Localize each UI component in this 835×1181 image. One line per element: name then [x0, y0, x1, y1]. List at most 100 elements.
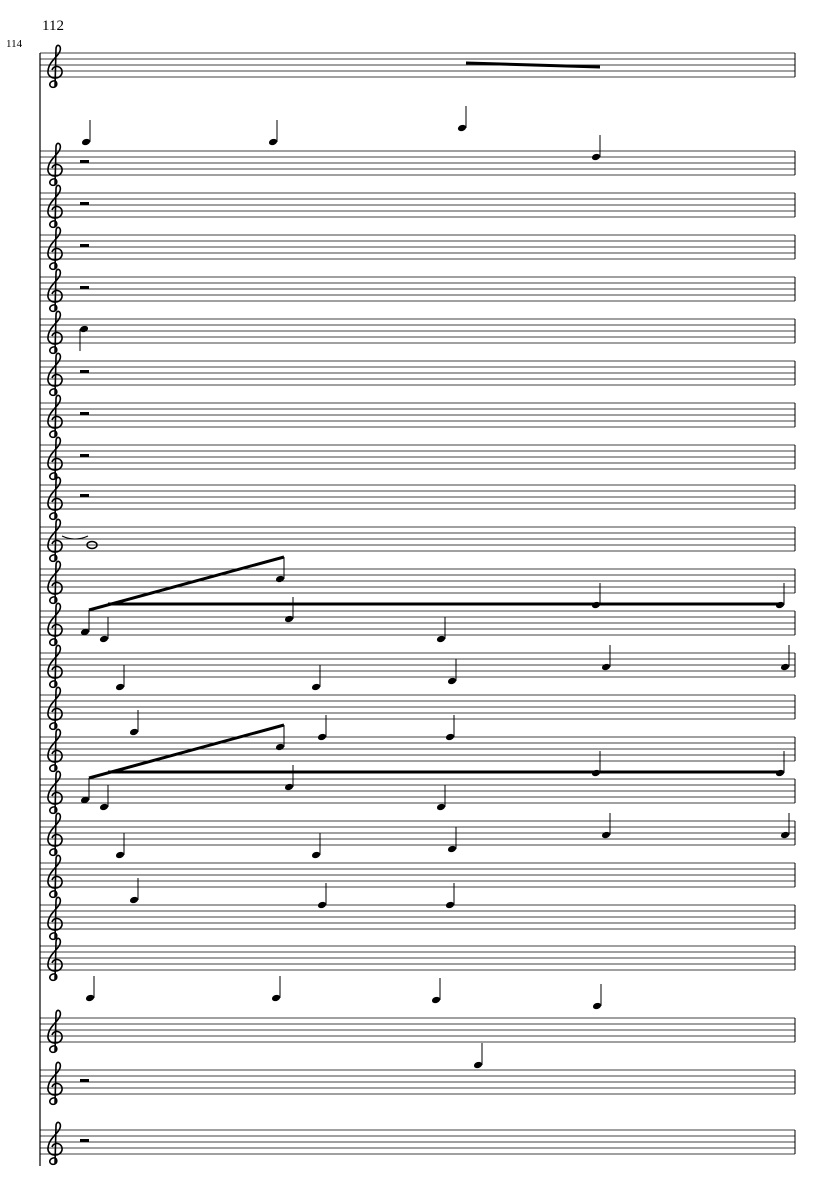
treble-clef [47, 560, 63, 605]
clef-shape [47, 896, 63, 941]
note-head [445, 901, 455, 909]
clef-shape [47, 854, 63, 899]
treble-clef [47, 184, 63, 229]
clef-shape [47, 476, 63, 521]
treble-clef [47, 310, 63, 355]
clef-shape [47, 770, 63, 815]
rest [80, 370, 89, 373]
rest [80, 244, 89, 247]
clef-shape [47, 184, 63, 229]
treble-clef [47, 686, 63, 731]
note-head [445, 733, 455, 741]
note-head [80, 796, 90, 804]
note-head [473, 1061, 483, 1069]
clef-shape [47, 1121, 63, 1166]
treble-clef [47, 476, 63, 521]
note-head [591, 153, 601, 161]
clef-shape [47, 268, 63, 313]
note-head [601, 831, 611, 839]
note-head [275, 743, 285, 751]
treble-clef [47, 728, 63, 773]
note-head [431, 996, 441, 1004]
treble-clef [47, 44, 63, 89]
page-number: 112 [42, 18, 64, 34]
note-head [275, 575, 285, 583]
treble-clef [47, 394, 63, 439]
clef-shape [47, 436, 63, 481]
clef-shape [47, 602, 63, 647]
note-head [311, 683, 321, 691]
note-head [81, 138, 91, 146]
measure-number: 114 [6, 38, 23, 50]
note-head [79, 325, 89, 333]
clef-shape [47, 728, 63, 773]
clef-shape [47, 394, 63, 439]
clef-shape [47, 352, 63, 397]
note-head [284, 615, 294, 623]
rest [80, 454, 89, 457]
treble-clef [47, 896, 63, 941]
note-head [115, 683, 125, 691]
tie [61, 535, 89, 540]
treble-clef [47, 226, 63, 271]
note-head [447, 845, 457, 853]
clef-shape [47, 226, 63, 271]
treble-clef [47, 602, 63, 647]
note-head [129, 896, 139, 904]
treble-clef [47, 812, 63, 857]
treble-clef [47, 937, 63, 982]
rest [80, 412, 89, 415]
treble-clef [47, 1061, 63, 1106]
clef-shape [47, 142, 63, 187]
treble-clef [47, 1121, 63, 1166]
beam [88, 723, 285, 780]
rest [80, 1139, 89, 1142]
note-head [99, 803, 109, 811]
beam [465, 61, 601, 69]
note-head [592, 1002, 602, 1010]
note-head [284, 783, 294, 791]
note-head [129, 728, 139, 736]
note-head [436, 803, 446, 811]
note-head [85, 994, 95, 1002]
note-head [780, 831, 790, 839]
clef-shape [47, 560, 63, 605]
note-head [99, 635, 109, 643]
note-head [436, 635, 446, 643]
treble-clef [47, 352, 63, 397]
clef-shape [47, 310, 63, 355]
clef-shape [47, 1009, 63, 1054]
treble-clef [47, 518, 63, 563]
note-head [317, 901, 327, 909]
rest [80, 1079, 89, 1082]
treble-clef [47, 142, 63, 187]
note-head [447, 677, 457, 685]
note-head [80, 628, 90, 636]
clef-shape [47, 1061, 63, 1106]
treble-clef [47, 1009, 63, 1054]
rest [80, 286, 89, 289]
note-head [268, 138, 278, 146]
note-head [311, 851, 321, 859]
note-head [115, 851, 125, 859]
treble-clef [47, 770, 63, 815]
half-note [86, 540, 98, 550]
note-head [457, 124, 467, 132]
clef-shape [47, 686, 63, 731]
clef-shape [47, 812, 63, 857]
rest [80, 160, 89, 163]
treble-clef [47, 854, 63, 899]
rest [80, 494, 89, 497]
treble-clef [47, 436, 63, 481]
beam [88, 555, 285, 612]
note-head [271, 994, 281, 1002]
rest [80, 202, 89, 205]
note-head [601, 663, 611, 671]
note-head [780, 663, 790, 671]
clef-shape [47, 937, 63, 982]
clef-shape [47, 644, 63, 689]
clef-shape [47, 518, 63, 563]
treble-clef [47, 268, 63, 313]
